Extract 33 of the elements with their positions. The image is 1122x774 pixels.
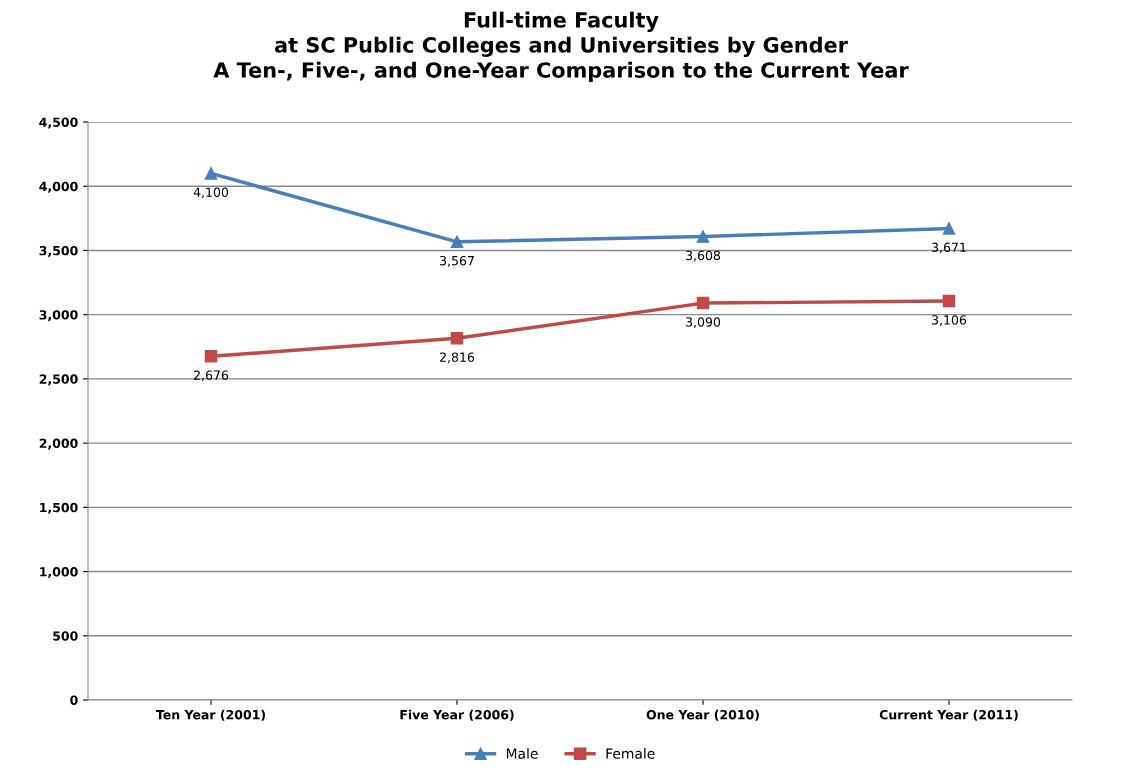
x-tick-label: Current Year (2011) xyxy=(879,709,1018,721)
data-label: 4,100 xyxy=(193,187,229,199)
y-tick-label: 4,500 xyxy=(39,117,78,129)
data-label: 2,816 xyxy=(440,352,475,364)
legend-label: Male xyxy=(506,748,538,759)
data-label: 3,567 xyxy=(440,255,474,267)
x-tick-label: One Year (2010) xyxy=(646,709,759,721)
legend-label: Female xyxy=(606,748,655,759)
data-label: 3,671 xyxy=(932,242,966,254)
y-tick-label: 4,000 xyxy=(39,181,78,193)
point xyxy=(696,296,710,310)
x-tick-label: Ten Year (2001) xyxy=(155,709,265,721)
y-tick-label: 3,500 xyxy=(39,245,78,257)
point xyxy=(942,294,956,308)
point xyxy=(450,235,464,249)
y-tick-label: 1,000 xyxy=(40,567,78,579)
y-tick-label: 2,000 xyxy=(39,438,78,450)
data-label: 3,090 xyxy=(686,317,721,328)
y-tick-label: 500 xyxy=(53,631,78,641)
y-tick-label: 2,500 xyxy=(39,374,78,386)
point xyxy=(942,222,956,235)
data-label: 2,676 xyxy=(194,370,229,382)
y-tick-label: 3,000 xyxy=(39,310,78,322)
y-tick-label: 1,500 xyxy=(40,502,78,514)
x-tick-label: Five Year (2006) xyxy=(400,709,514,721)
point xyxy=(450,332,464,345)
point xyxy=(696,230,710,243)
chart-title: Full-time Faculty at SC Public Colleges and Universities by Gender A Ten-, Five-, and One-Year Comparison to the Current Year xyxy=(213,11,909,82)
data-label: 3,106 xyxy=(932,315,967,326)
point xyxy=(204,167,218,180)
data-label: 3,608 xyxy=(686,250,721,262)
y-tick-label: 0 xyxy=(70,695,78,705)
point xyxy=(204,350,218,363)
